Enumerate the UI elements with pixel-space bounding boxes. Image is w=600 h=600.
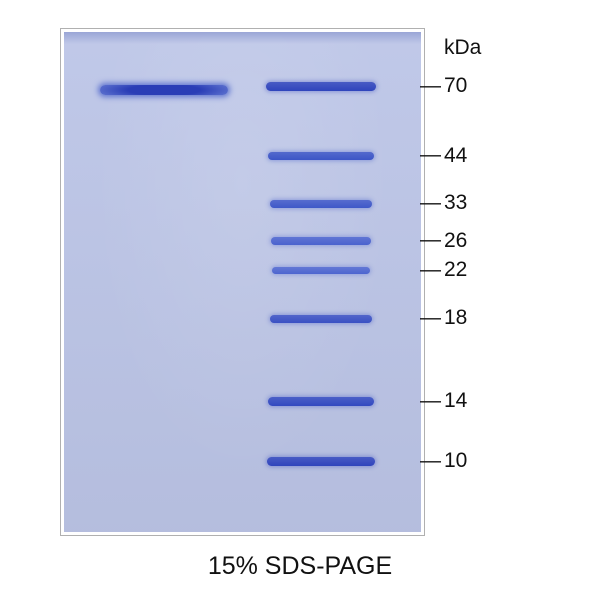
mw-tick: — (420, 228, 441, 252)
mw-tick: — (420, 191, 441, 215)
caption: 15% SDS-PAGE (0, 552, 600, 581)
ladder-band (268, 397, 373, 406)
lane-sample (100, 32, 229, 532)
ladder-band (270, 200, 373, 208)
mw-label: 18 (444, 306, 467, 330)
ladder-band (266, 82, 376, 91)
mw-tick: — (420, 449, 441, 473)
mw-tick: — (420, 258, 441, 282)
mw-label: 70 (444, 74, 467, 98)
lane-ladder (264, 32, 378, 532)
mw-label: 10 (444, 449, 467, 473)
caption-text: 15% SDS-PAGE (208, 552, 392, 580)
ladder-band (267, 457, 374, 466)
ladder-band (268, 152, 373, 160)
sample-band (100, 85, 229, 95)
mw-tick: — (420, 306, 441, 330)
mw-label: 14 (444, 389, 467, 413)
unit-label: kDa (444, 36, 481, 60)
gel-frame (60, 28, 425, 536)
ladder-band (271, 237, 372, 245)
mw-label: 44 (444, 144, 467, 168)
ladder-band (270, 315, 373, 323)
mw-label: 33 (444, 191, 467, 215)
mw-tick: — (420, 74, 441, 98)
mw-tick: — (420, 143, 441, 167)
ladder-band (272, 267, 370, 274)
gel-area (64, 32, 421, 532)
mw-label: 22 (444, 258, 467, 282)
mw-label: 26 (444, 229, 467, 253)
mw-tick: — (420, 389, 441, 413)
